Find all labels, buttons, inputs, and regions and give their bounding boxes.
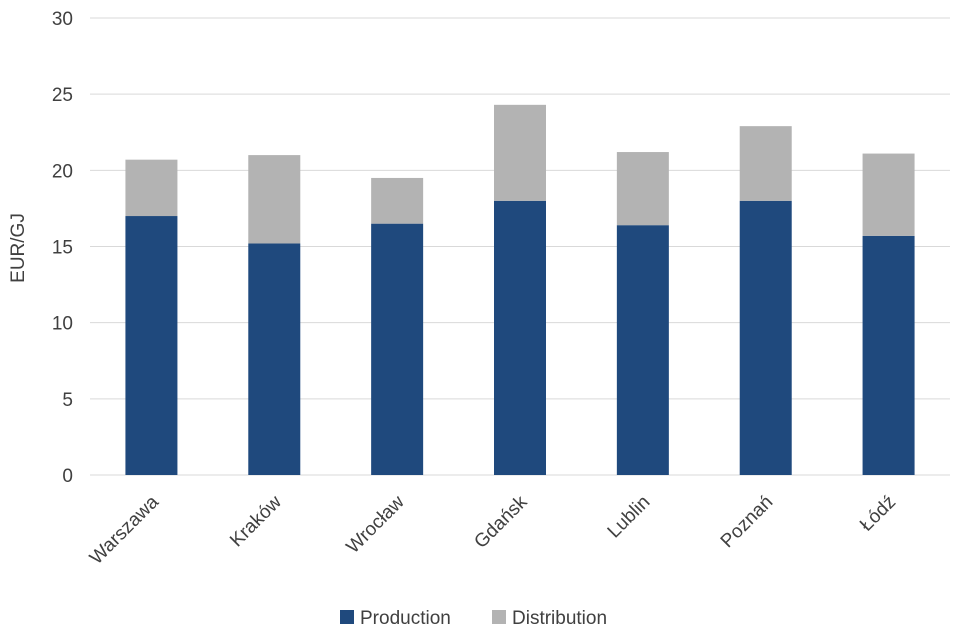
bar-production-warszawa <box>125 216 178 476</box>
bar-distribution-lodz <box>862 153 915 236</box>
y-tick-label: 5 <box>62 390 73 411</box>
y-axis-title: EUR/GJ <box>8 213 29 283</box>
bar-distribution-krakow <box>248 155 301 244</box>
y-tick-label: 10 <box>52 314 73 335</box>
x-tick-label-poznan: Poznań <box>717 492 777 552</box>
legend-label-production: Production <box>360 608 451 629</box>
bar-distribution-lublin <box>616 152 669 226</box>
bar-production-lodz <box>862 235 915 475</box>
y-tick-label: 30 <box>52 9 73 30</box>
y-tick-label: 20 <box>52 161 73 182</box>
bar-distribution-gdansk <box>494 104 546 201</box>
x-tick-label-warszawa: Warszawa <box>86 491 163 568</box>
bar-production-krakow <box>248 243 301 475</box>
y-tick-label: 0 <box>62 466 73 487</box>
legend-swatch-production <box>340 610 354 624</box>
x-tick-label-lublin: Lublin <box>604 492 655 543</box>
x-tick-label-lodz: Łódź <box>856 492 900 536</box>
bars <box>125 104 915 476</box>
x-tick-label-gdansk: Gdańsk <box>470 491 532 553</box>
bar-production-gdansk <box>494 200 546 476</box>
legend-label-distribution: Distribution <box>512 608 607 629</box>
y-tick-label: 15 <box>52 238 73 259</box>
bar-distribution-wroclaw <box>371 177 424 224</box>
bar-production-wroclaw <box>371 223 424 475</box>
legend: Production Distribution <box>340 608 607 629</box>
y-axis-tick-labels: 0 5 10 15 20 25 30 <box>52 9 73 487</box>
legend-swatch-distribution <box>492 610 506 624</box>
x-tick-label-krakow: Kraków <box>226 491 286 551</box>
bar-production-poznan <box>739 200 792 476</box>
x-tick-label-wroclaw: Wrocław <box>343 491 409 557</box>
y-tick-label: 25 <box>52 85 73 106</box>
bar-production-lublin <box>616 225 669 475</box>
x-axis-tick-labels: Warszawa Kraków Wrocław Gdańsk Lublin Poznań Ł… <box>86 491 900 568</box>
bar-distribution-warszawa <box>125 159 178 217</box>
bar-distribution-poznan <box>739 126 792 201</box>
